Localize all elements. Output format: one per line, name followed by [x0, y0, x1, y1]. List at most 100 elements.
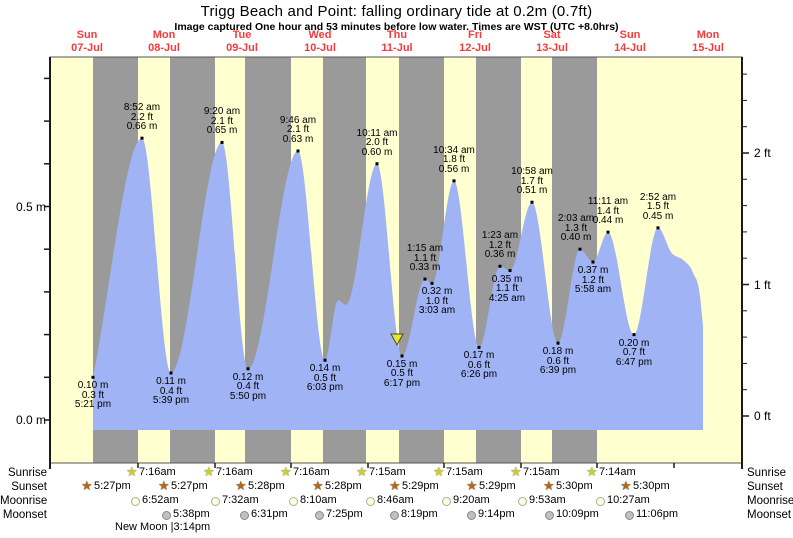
tide-annotation: 0.10 m 0.3 ft 5:21 pm — [74, 380, 112, 411]
day-label: Tue 09-Jul — [226, 29, 258, 54]
moonset-label-right: Moonset — [747, 509, 792, 521]
astro-time: 8:19pm — [401, 508, 438, 520]
tide-event-dot — [556, 341, 560, 345]
tide-event-dot — [296, 149, 300, 153]
sunset-star-icon: ★ — [389, 478, 401, 493]
tide-annotation: 9:20 am 2.1 ft 0.65 m — [203, 106, 241, 137]
astro-time: 6:52am — [142, 494, 179, 506]
left-axis-label: 0.0 m — [15, 413, 46, 427]
moonrise-circle-icon — [596, 497, 605, 506]
right-axis-label: 2 ft — [754, 146, 771, 160]
sunrise-star-icon: ★ — [433, 464, 445, 479]
tide-annotation: 10:11 am 2.0 ft 0.60 m — [356, 127, 398, 158]
moonset-label-left: Moonset — [2, 509, 47, 521]
astro-time: 7:16am — [139, 466, 176, 478]
day-label: Wed 10-Jul — [304, 29, 336, 54]
tide-annotation: 0.20 m 0.7 ft 6:47 pm — [615, 337, 653, 368]
astro-time: 9:53am — [529, 494, 566, 506]
tide-event-dot — [246, 367, 250, 371]
sunrise-star-icon: ★ — [510, 464, 522, 479]
day-label: Sat 13-Jul — [536, 29, 568, 54]
moonset-circle-icon — [625, 511, 634, 520]
astro-time: 5:27pm — [171, 480, 208, 492]
moonrise-circle-icon — [131, 497, 140, 506]
sunset-star-icon: ★ — [543, 478, 555, 493]
tide-event-dot — [606, 230, 610, 234]
page-subtitle: Image captured One hour and 53 minutes b… — [174, 21, 619, 33]
astro-time: 7:32am — [222, 494, 259, 506]
sunrise-star-icon: ★ — [126, 464, 138, 479]
sunrise-star-icon: ★ — [203, 464, 215, 479]
tide-event-dot — [323, 358, 327, 362]
astro-time: 5:27pm — [94, 480, 131, 492]
tide-annotation: 0.11 m 0.4 ft 5:39 pm — [152, 376, 190, 407]
tide-event-dot — [430, 281, 434, 285]
tide-event-dot — [632, 333, 636, 337]
moonset-circle-icon — [315, 511, 324, 520]
day-label: Mon 08-Jul — [148, 29, 180, 54]
tide-event-dot — [169, 371, 173, 375]
tide-event-dot — [452, 179, 456, 183]
tide-event-dot — [578, 247, 582, 251]
day-label: Mon 15-Jul — [692, 29, 724, 54]
tide-annotation: 11:11 am 1.4 ft 0.44 m — [587, 196, 629, 227]
tide-annotation: 10:34 am 1.8 ft 0.56 m — [433, 144, 475, 175]
moonrise-circle-icon — [366, 497, 375, 506]
page-title: Trigg Beach and Point: falling ordinary … — [200, 3, 593, 20]
tide-annotation: 0.32 m 1.0 ft 3:03 am — [418, 286, 456, 317]
moonrise-circle-icon — [442, 497, 451, 506]
day-label: Fri 12-Jul — [459, 29, 491, 54]
tide-event-dot — [91, 375, 95, 379]
sunrise-star-icon: ★ — [280, 464, 292, 479]
tide-annotation: 0.35 m 1.1 ft 4:25 am — [488, 273, 526, 304]
day-label: Sun 14-Jul — [614, 29, 646, 54]
astro-time: 6:31pm — [251, 508, 288, 520]
left-axis-label: 0.5 m — [15, 199, 46, 214]
tide-annotation: 2:03 am 1.3 ft 0.40 m — [557, 213, 595, 244]
astro-time: 7:25pm — [326, 508, 363, 520]
tide-annotation: 9:46 am 2.1 ft 0.63 m — [279, 114, 317, 145]
tide-event-dot — [498, 264, 502, 268]
sunrise-label-right: Sunrise — [747, 467, 786, 479]
moonrise-circle-icon — [518, 497, 527, 506]
tide-annotation: 1:15 am 1.1 ft 0.33 m — [406, 243, 444, 274]
astro-time: 5:30pm — [633, 480, 670, 492]
sunset-label-left: Sunset — [11, 481, 47, 493]
tide-event-dot — [656, 226, 660, 230]
astro-time: 8:10am — [300, 494, 337, 506]
tide-event-dot — [591, 260, 595, 264]
astro-time: 7:16am — [216, 466, 253, 478]
astro-time: 10:09pm — [556, 508, 599, 520]
sunset-star-icon: ★ — [235, 478, 247, 493]
moon-phase-label: New Moon |3:14pm — [115, 521, 211, 533]
tide-event-dot — [400, 354, 404, 358]
sunrise-star-icon: ★ — [586, 464, 598, 479]
right-axis-label: 1 ft — [754, 277, 771, 292]
moonset-circle-icon — [390, 511, 399, 520]
tide-event-dot — [220, 140, 224, 144]
tide-annotation: 8:52 am 2.2 ft 0.66 m — [123, 102, 161, 133]
right-axis-label: 0 ft — [754, 409, 771, 423]
tide-event-dot — [140, 136, 144, 140]
astro-time: 7:15am — [369, 466, 406, 478]
moonrise-label-left: Moonrise — [0, 495, 48, 507]
tide-event-dot — [375, 162, 379, 166]
moonset-circle-icon — [545, 511, 554, 520]
tide-event-dot — [423, 277, 427, 281]
tide-event-dot — [477, 345, 481, 349]
current-time-marker-icon — [390, 333, 404, 347]
astro-time: 5:30pm — [556, 480, 593, 492]
day-label: Thu 11-Jul — [381, 29, 413, 54]
tide-annotation: 10:58 am 1.7 ft 0.51 m — [511, 166, 553, 197]
moonrise-label-right: Moonrise — [747, 495, 793, 507]
moonrise-circle-icon — [289, 497, 298, 506]
day-label: Sun 07-Jul — [71, 29, 103, 54]
moonset-circle-icon — [162, 511, 171, 520]
tide-annotation: 0.14 m 0.5 ft 6:03 pm — [306, 363, 344, 394]
tide-annotation: 2:52 am 1.5 ft 0.45 m — [639, 191, 677, 222]
sunset-star-icon: ★ — [158, 478, 170, 493]
tide-event-dot — [530, 200, 534, 204]
astro-time: 11:06pm — [636, 508, 678, 520]
